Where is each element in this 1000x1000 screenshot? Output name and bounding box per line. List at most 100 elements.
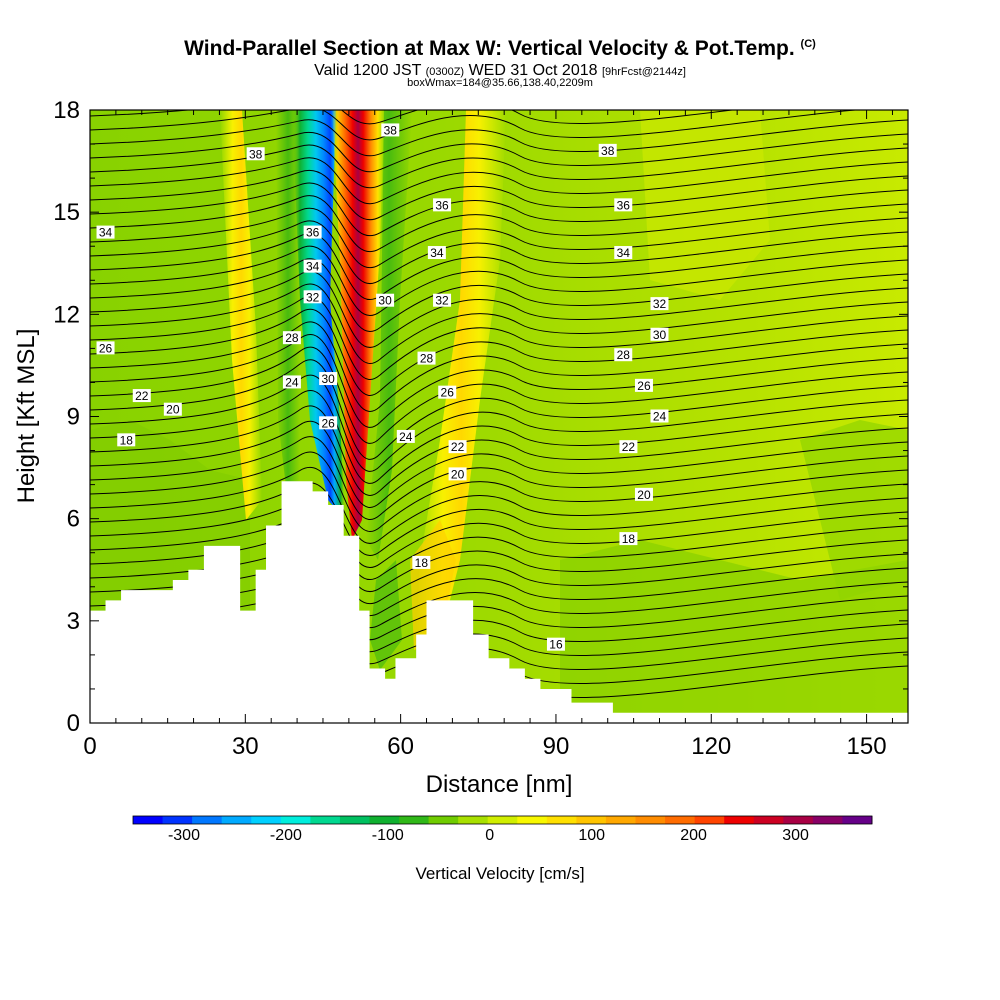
- theta-contour-line: [90, 131, 908, 173]
- colorbar-swatch: [665, 816, 696, 824]
- theta-contour-line: [90, 220, 908, 284]
- theta-label: 34: [96, 225, 115, 240]
- theta-label: 28: [282, 331, 301, 345]
- colorbar-swatch: [753, 816, 784, 824]
- svg-text:24: 24: [399, 430, 413, 444]
- theta-label: 34: [427, 246, 446, 260]
- theta-contour-line: [90, 467, 908, 544]
- theta-label: 38: [246, 147, 265, 161]
- theta-label: 18: [117, 433, 136, 447]
- colorbar-tick-label: -100: [371, 827, 404, 844]
- svg-text:34: 34: [306, 260, 320, 274]
- colorbar-swatch: [339, 816, 370, 824]
- theta-contour-line: [90, 405, 908, 496]
- svg-text:22: 22: [451, 440, 465, 454]
- x-tick-label: 150: [847, 733, 887, 760]
- chart-subtitle: Valid 1200 JST (0300Z) WED 31 Oct 2018 […: [314, 62, 686, 79]
- theta-label: 38: [598, 143, 617, 158]
- colorbar-swatch: [605, 816, 637, 824]
- svg-text:22: 22: [622, 440, 636, 454]
- theta-label: 34: [303, 259, 322, 274]
- theta-contour-line: [90, 321, 908, 412]
- y-tick-labels: 0 3 6 9 12 15 18: [53, 97, 80, 737]
- colorbar-swatch: [487, 816, 518, 824]
- svg-text:18: 18: [415, 556, 429, 570]
- y-axis-label: Height [Kft MSL]: [13, 329, 40, 504]
- svg-text:18: 18: [622, 532, 636, 546]
- svg-text:34: 34: [617, 246, 631, 260]
- svg-text:38: 38: [249, 147, 263, 161]
- colorbar-swatch: [428, 816, 459, 824]
- theta-contour-line: [90, 271, 908, 348]
- colorbar-tick-label: 300: [782, 827, 809, 844]
- y-tick-label: 6: [67, 506, 80, 533]
- theta-contour-line: [90, 110, 861, 141]
- theta-label: 24: [282, 375, 301, 389]
- theta-contour-line: [90, 374, 908, 472]
- theta-contour-line: [90, 169, 908, 221]
- colorbar-tick-label: 200: [680, 827, 707, 844]
- svg-text:18: 18: [120, 433, 134, 447]
- theta-label: 20: [163, 402, 182, 417]
- theta-label: 32: [650, 297, 669, 311]
- svg-text:34: 34: [99, 226, 113, 240]
- svg-text:20: 20: [451, 467, 465, 481]
- theta-label: 30: [650, 327, 669, 342]
- colorbar-swatch: [517, 816, 548, 824]
- svg-text:34: 34: [430, 246, 444, 260]
- svg-text:20: 20: [637, 488, 651, 502]
- x-axis-label: Distance [nm]: [426, 771, 573, 798]
- colorbar-tick-label: 100: [578, 827, 606, 844]
- svg-text:20: 20: [166, 403, 180, 417]
- svg-text:36: 36: [617, 198, 631, 212]
- theta-contour-line: [90, 528, 908, 592]
- colorbar-swatch: [546, 816, 577, 824]
- x-tick-label: 60: [387, 733, 414, 760]
- theta-label: 26: [319, 416, 338, 430]
- copyright-mark: (C): [800, 38, 816, 50]
- theta-label: 28: [614, 348, 633, 362]
- theta-contour-line: [90, 334, 908, 428]
- colorbar-tick-label: -200: [269, 827, 302, 844]
- theta-label: 36: [433, 198, 452, 212]
- svg-text:32: 32: [306, 290, 320, 304]
- colorbar-swatch: [133, 816, 164, 824]
- colorbar-swatch: [310, 816, 341, 824]
- svg-text:36: 36: [435, 198, 449, 212]
- theta-contour-line: [90, 346, 908, 444]
- theta-label: 16: [546, 637, 565, 652]
- svg-text:38: 38: [384, 123, 398, 137]
- x-tick-label: 90: [543, 733, 570, 760]
- svg-text:26: 26: [99, 341, 113, 355]
- y-tick-label: 15: [53, 199, 80, 226]
- colorbar-swatch: [724, 816, 755, 824]
- theta-contour-line: [90, 119, 908, 157]
- theta-label: 32: [303, 290, 322, 304]
- theta-contour-line: [90, 157, 908, 205]
- colorbar-swatch: [251, 816, 282, 824]
- colorbar-tick-label: -300: [167, 827, 200, 844]
- svg-text:32: 32: [435, 294, 449, 308]
- theta-label: 36: [614, 198, 633, 212]
- y-tick-label: 3: [67, 608, 80, 635]
- x-tick-label: 0: [83, 733, 96, 760]
- theta-contour-line: [90, 296, 908, 380]
- y-tick-label: 12: [53, 301, 80, 328]
- svg-text:26: 26: [441, 386, 455, 400]
- colorbar-swatch: [812, 816, 843, 824]
- theta-contour-line: [90, 207, 908, 268]
- y-tick-label: 9: [67, 404, 80, 431]
- svg-text:38: 38: [601, 144, 615, 158]
- chart-title: Wind-Parallel Section at Max W: Vertical…: [184, 37, 816, 60]
- terrain-mask: [90, 481, 908, 723]
- theta-label: 26: [634, 378, 653, 393]
- svg-text:30: 30: [378, 294, 392, 308]
- theta-label: 32: [433, 293, 452, 308]
- y-tick-label: 0: [67, 710, 80, 737]
- theta-label: 18: [619, 532, 638, 546]
- svg-text:26: 26: [637, 379, 651, 393]
- svg-text:28: 28: [420, 352, 434, 366]
- theta-contour-line: [90, 390, 908, 484]
- theta-label: 30: [376, 293, 395, 308]
